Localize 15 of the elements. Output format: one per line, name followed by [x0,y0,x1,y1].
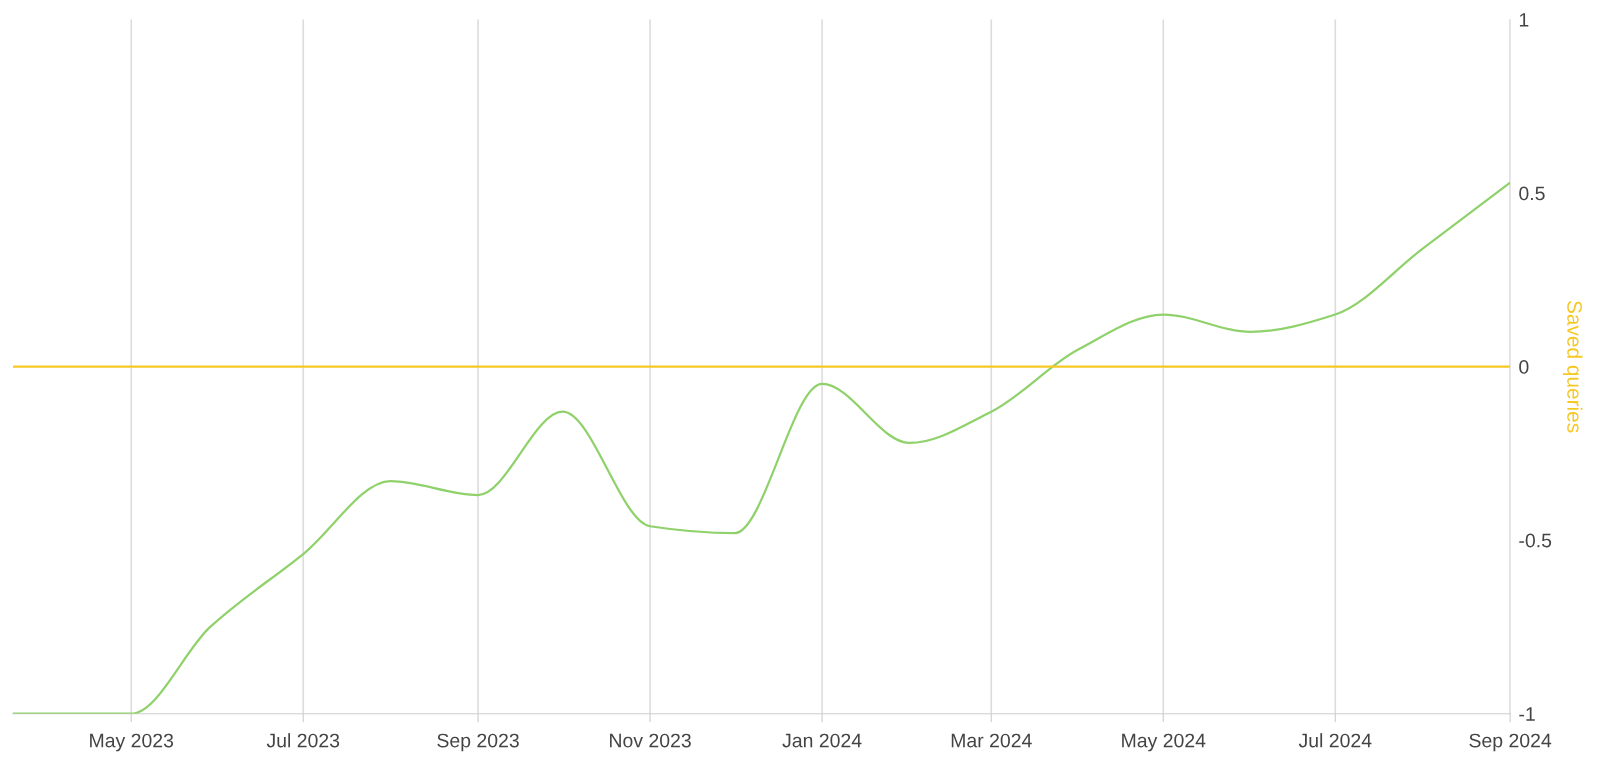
y-tick-label: -1 [1519,707,1535,721]
x-tick-label: Jan 2024 [782,733,862,748]
x-tick-label: Nov 2023 [610,733,691,748]
y-tick-label: -0.5 [1519,533,1552,548]
x-tick-label: Sep 2023 [437,733,519,752]
x-tick-label: Jul 2024 [1298,733,1372,748]
y-tick-label: 0.5 [1519,186,1545,201]
x-tick-label: May 2024 [1122,733,1206,752]
y-tick-label: 1 [1519,13,1529,27]
x-tick-label: Sep 2024 [1469,733,1552,752]
x-tick-label: May 2023 [90,733,174,752]
y-axis-title: Saved queries [1563,300,1583,433]
x-tick-label: Jul 2023 [266,733,340,748]
y-tick-label: 0 [1519,360,1529,374]
x-tick-label: Mar 2024 [951,733,1032,748]
